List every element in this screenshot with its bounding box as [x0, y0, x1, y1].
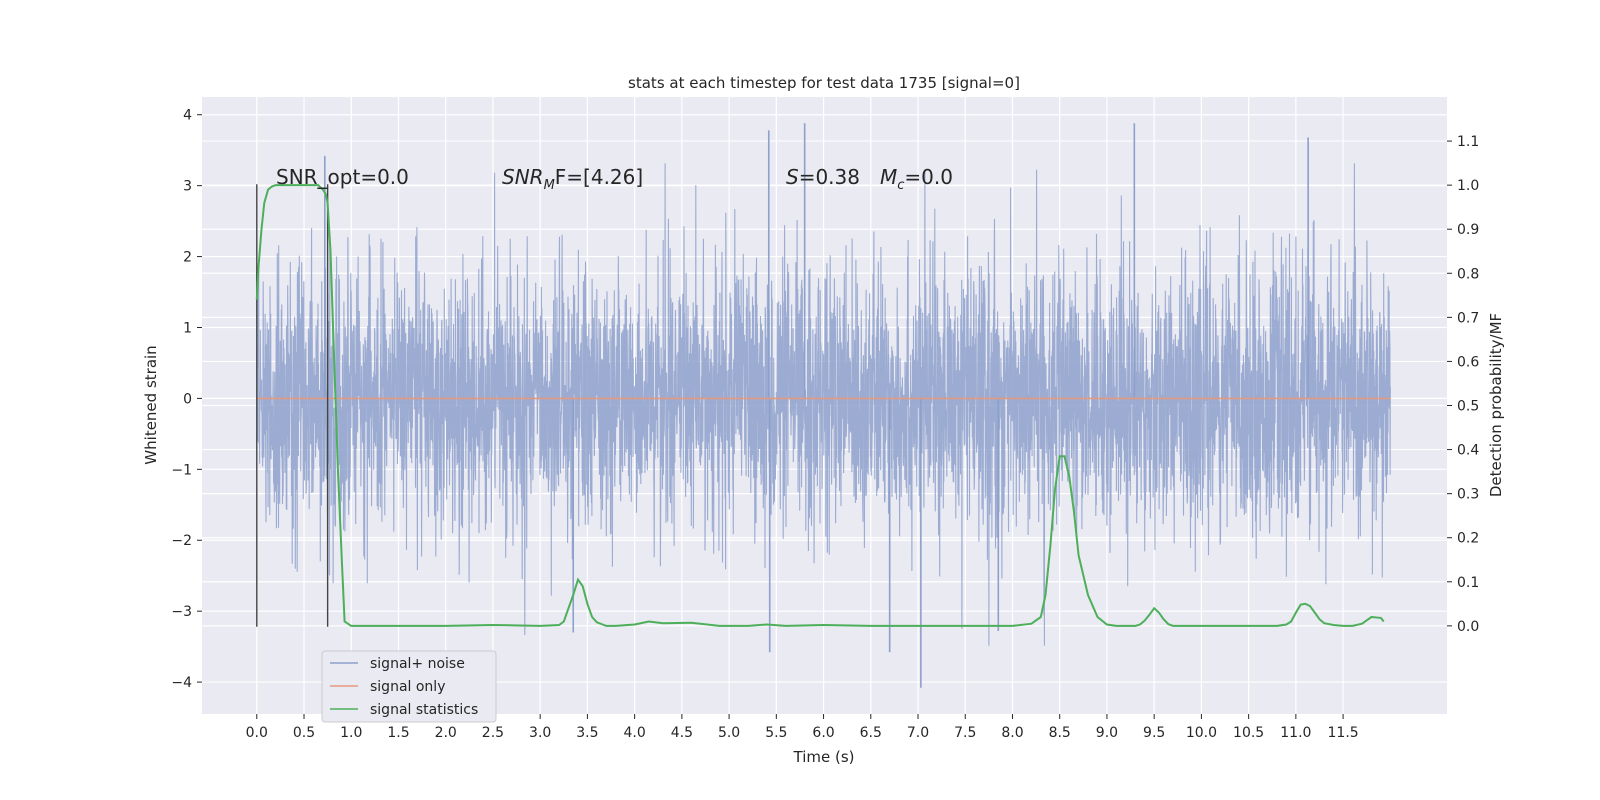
- x-tick-label: 1.0: [340, 725, 362, 741]
- x-tick-label: 2.0: [435, 725, 457, 741]
- annotation-s-base: S: [786, 165, 799, 189]
- y-tick-label: 0: [183, 391, 192, 407]
- y2-tick-label: 0.6: [1457, 354, 1479, 370]
- x-tick-label: 4.0: [623, 725, 645, 741]
- signal-noise-trace: [256, 163, 1391, 646]
- x-tick-label: 10.5: [1233, 725, 1264, 741]
- y-tick-label: 4: [183, 108, 192, 124]
- x-tick-label: 11.0: [1280, 725, 1311, 741]
- x-tick-label: 4.5: [671, 725, 693, 741]
- x-tick-label: 8.5: [1049, 725, 1071, 741]
- x-tick-label: 3.5: [576, 725, 598, 741]
- y-tick-label: 2: [183, 250, 192, 266]
- y2-tick-label: 0.8: [1457, 266, 1479, 282]
- series-signal-noise: [256, 123, 1391, 688]
- annotation-snr-mf: SNRMF=[4.26]: [502, 165, 643, 193]
- y2-tick-label: 0.3: [1457, 487, 1479, 503]
- annotation-mc: Mc=0.0: [880, 165, 953, 193]
- y-axis-label: Whitened strain: [142, 345, 160, 464]
- x-tick-label: 11.5: [1328, 725, 1359, 741]
- y-axis-ticks: 4 3 2 1 0 −1 −2 −3 −4: [171, 108, 202, 691]
- legend: signal+ noise signal only signal statist…: [321, 650, 497, 723]
- annotation-s-value: =0.38: [799, 165, 860, 189]
- y-tick-label: 3: [183, 179, 192, 195]
- y2-tick-label: 0.7: [1457, 310, 1479, 326]
- x-tick-label: 10.0: [1186, 725, 1217, 741]
- x-tick-label: 5.5: [765, 725, 787, 741]
- vertical-lines: [256, 184, 329, 627]
- chart-title: stats at each timestep for test data 173…: [628, 74, 1020, 92]
- annotation-snr-mf-value: F=[4.26]: [555, 165, 643, 189]
- legend-label-signal-noise: signal+ noise: [370, 656, 465, 672]
- y2-tick-label: 0.5: [1457, 399, 1479, 415]
- x-tick-label: 0.0: [246, 725, 268, 741]
- y-tick-label: −2: [171, 533, 192, 549]
- annotation-snr-mf-base: SNR: [502, 165, 544, 189]
- y2-tick-label: 0.1: [1457, 575, 1479, 591]
- signal-statistics-line: [255, 184, 1385, 627]
- x-tick-label: 1.5: [387, 725, 409, 741]
- x-axis-ticks: 0.0 0.5 1.0 1.5 2.0 2.5 3.0 3.5 4.0 4.5 5.0 5.5 6.0 6…: [246, 714, 1359, 741]
- x-axis-label: Time (s): [793, 748, 855, 766]
- y2-tick-label: 0.9: [1457, 222, 1479, 238]
- y-tick-label: 1: [183, 320, 192, 336]
- annotation-snr-opt: SNR_opt=0.0: [276, 165, 409, 189]
- legend-label-signal-statistics: signal statistics: [370, 702, 478, 718]
- y-tick-label: −3: [171, 604, 192, 620]
- annotations: SNR_opt=0.0 SNRMF=[4.26] S=0.38 Mc=0.0: [276, 165, 953, 193]
- legend-label-signal-only: signal only: [370, 679, 445, 695]
- y2-axis-label: Detection probability/MF: [1487, 313, 1505, 497]
- y2-axis-ticks: 1.1 1.0 0.9 0.8 0.7 0.6 0.5 0.4 0.3 0.2 0.1 0.0: [1447, 134, 1479, 635]
- y-tick-label: −4: [171, 675, 192, 691]
- x-tick-label: 9.5: [1143, 725, 1165, 741]
- annotation-snr-mf-sub: M: [544, 178, 555, 193]
- y2-tick-label: 1.1: [1457, 134, 1479, 150]
- series-signal-statistics: [255, 184, 1385, 627]
- y2-tick-label: 0.4: [1457, 443, 1479, 459]
- x-tick-label: 6.5: [860, 725, 882, 741]
- y-tick-label: −1: [171, 462, 192, 478]
- x-tick-label: 2.5: [482, 725, 504, 741]
- x-tick-label: 6.0: [812, 725, 834, 741]
- annotation-mc-base: M: [880, 165, 897, 189]
- annotation-s: S=0.38: [786, 165, 860, 189]
- x-tick-label: 0.5: [293, 725, 315, 741]
- x-tick-label: 7.0: [907, 725, 929, 741]
- x-tick-label: 3.0: [529, 725, 551, 741]
- annotation-mc-sub: c: [897, 178, 904, 193]
- y2-tick-label: 1.0: [1457, 178, 1479, 194]
- y2-tick-label: 0.2: [1457, 531, 1479, 547]
- x-tick-label: 8.0: [1001, 725, 1023, 741]
- x-tick-label: 7.5: [954, 725, 976, 741]
- y2-tick-label: 0.0: [1457, 619, 1479, 635]
- annotation-mc-value: =0.0: [904, 165, 953, 189]
- x-tick-label: 5.0: [718, 725, 740, 741]
- legend-box: [321, 650, 497, 723]
- x-tick-label: 9.0: [1096, 725, 1118, 741]
